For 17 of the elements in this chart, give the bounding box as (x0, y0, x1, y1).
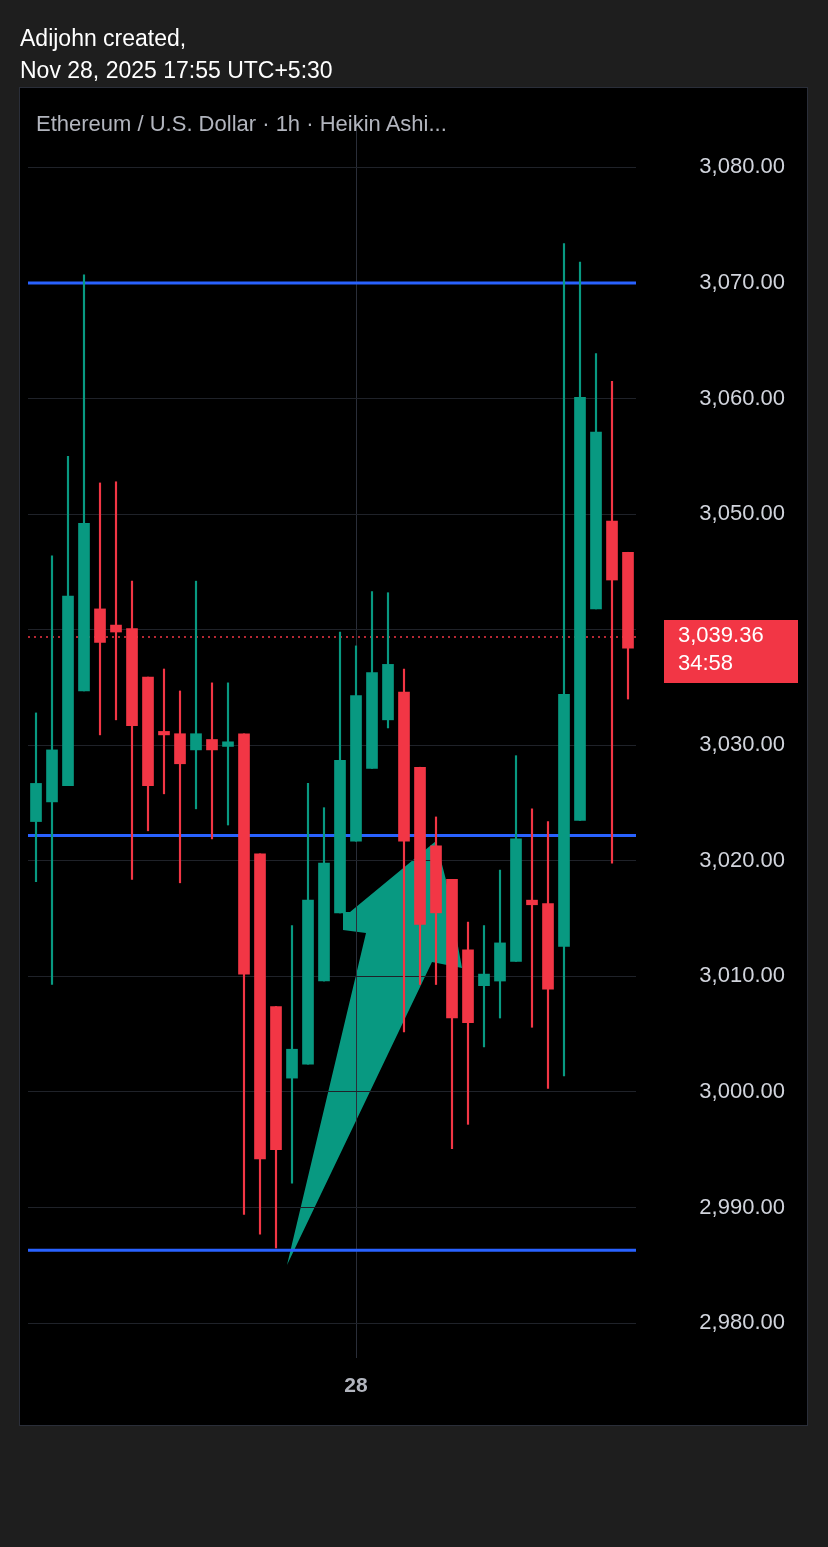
y-tick-label: 3,030.00 (699, 731, 785, 757)
y-tick-label: 2,990.00 (699, 1193, 785, 1219)
ref-line-label: 3,039.36 (678, 622, 764, 648)
chart-subtitle: Adijohn created, (20, 24, 188, 53)
y-tick-label: 3,060.00 (699, 384, 785, 410)
y-tick-label: 3,050.00 (699, 500, 785, 526)
y-tick-label: 3,010.00 (699, 962, 785, 988)
y-tick-label: 3,070.00 (699, 269, 785, 295)
y-tick-label: 3,080.00 (699, 153, 785, 179)
text: Nov 28, 2025 17:55 UTC+5:30 (20, 56, 333, 85)
text: 34:58 (678, 650, 734, 676)
y-tick-label: 2,980.00 (699, 1309, 785, 1335)
y-tick-label: 3,000.00 (699, 1078, 785, 1104)
y-tick-label: 3,020.00 (699, 846, 785, 872)
candlestick (526, 808, 538, 1028)
chart-title: Ethereum / U.S. Dollar · 1h · Heikin Ashi... (36, 111, 447, 137)
x-tick-label: 28 (344, 1373, 368, 1397)
